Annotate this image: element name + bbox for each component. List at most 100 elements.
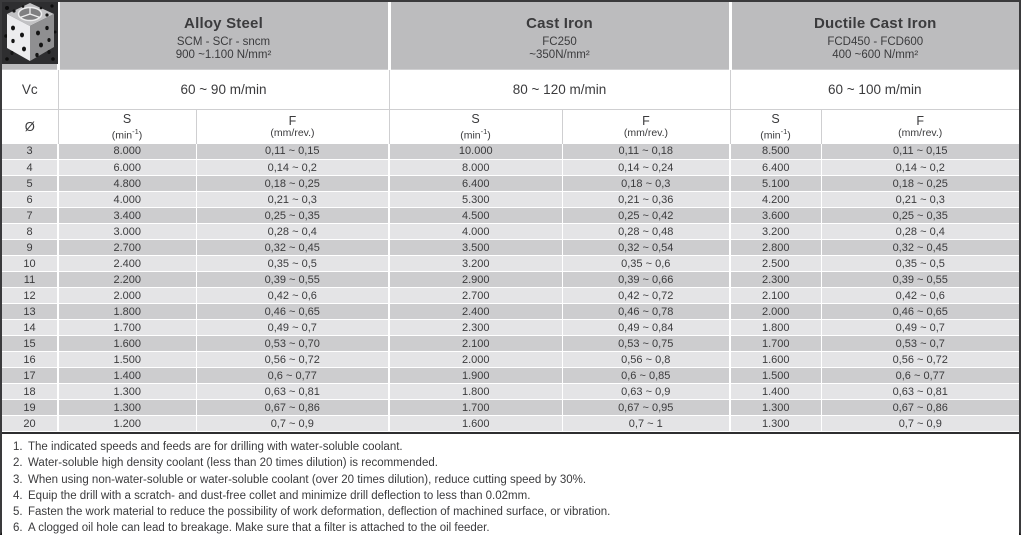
footnote-number: 5.: [13, 506, 23, 519]
value-cell: 0,63 ~ 0,9: [562, 383, 731, 400]
value-cell: 0,6 ~ 0,77: [196, 367, 390, 384]
value-cell: 1.400: [730, 383, 822, 400]
footnote-item: 6. A clogged oil hole can lead to breakag…: [8, 520, 1011, 536]
f-column-header: F (mm/rev.): [821, 109, 1019, 144]
value-cell: 8.500: [730, 143, 822, 160]
value-cell: 3.500: [389, 239, 563, 256]
value-cell: 0,32 ~ 0,54: [562, 239, 731, 256]
table-row: 14 1.700 0,49 ~ 0,7 2.300 0,49 ~ 0,84 1.800 0,…: [2, 319, 1019, 336]
value-cell: 1.800: [730, 319, 822, 336]
footnote-item: 1. The indicated speeds and feeds are for…: [8, 439, 1011, 455]
value-cell: 0,67 ~ 0,95: [562, 399, 731, 416]
value-cell: 10.000: [389, 143, 563, 160]
value-cell: 0,14 ~ 0,2: [821, 159, 1019, 176]
s-column-header: S (min-1): [389, 109, 563, 144]
table-row: 13 1.800 0,46 ~ 0,65 2.400 0,46 ~ 0,78 2.000 0…: [2, 303, 1019, 320]
diameter-cell: 8: [2, 223, 59, 240]
value-cell: 0,56 ~ 0,8: [562, 351, 731, 368]
value-cell: 0,14 ~ 0,24: [562, 159, 731, 176]
value-cell: 0,28 ~ 0,4: [821, 223, 1019, 240]
table-row: 18 1.300 0,63 ~ 0,81 1.800 0,63 ~ 0,9 1.400 0,…: [2, 383, 1019, 400]
diameter-cell: 9: [2, 239, 59, 256]
value-cell: 0,11 ~ 0,18: [562, 143, 731, 160]
table-row: 17 1.400 0,6 ~ 0,77 1.900 0,6 ~ 0,85 1.500 0,6…: [2, 367, 1019, 384]
value-cell: 0,18 ~ 0,25: [196, 175, 390, 192]
value-cell: 8.000: [58, 143, 197, 160]
value-cell: 2.200: [58, 271, 197, 288]
value-cell: 0,35 ~ 0,5: [821, 255, 1019, 272]
material-header-row: Alloy Steel SCM - SCr - sncm 900 ~1.100 …: [2, 2, 1019, 70]
value-cell: 0,7 ~ 1: [562, 415, 731, 432]
value-cell: 0,6 ~ 0,85: [562, 367, 731, 384]
value-cell: 1.500: [730, 367, 822, 384]
value-cell: 2.400: [58, 255, 197, 272]
value-cell: 0,53 ~ 0,75: [562, 335, 731, 352]
material-header-ductile-cast-iron: Ductile Cast Iron FCD450 - FCD600 400 ~6…: [730, 2, 1019, 70]
diameter-cell: 19: [2, 399, 59, 416]
s-column-header: S (min-1): [58, 109, 197, 144]
footnote-item: 3. When using non-water-soluble or water-…: [8, 472, 1011, 488]
table-row: 15 1.600 0,53 ~ 0,70 2.100 0,53 ~ 0,75 1.700 0…: [2, 335, 1019, 352]
footnote-number: 1.: [13, 441, 23, 453]
value-cell: 0,7 ~ 0,9: [821, 415, 1019, 432]
value-cell: 3.200: [730, 223, 822, 240]
value-cell: 0,56 ~ 0,72: [196, 351, 390, 368]
value-cell: 0,18 ~ 0,25: [821, 175, 1019, 192]
value-cell: 2.100: [389, 335, 563, 352]
table-row: 10 2.400 0,35 ~ 0,5 3.200 0,35 ~ 0,6 2.500 0,3…: [2, 255, 1019, 272]
value-cell: 0,11 ~ 0,15: [196, 143, 390, 160]
value-cell: 2.300: [730, 271, 822, 288]
value-cell: 0,35 ~ 0,6: [562, 255, 731, 272]
material-name: Cast Iron: [526, 14, 593, 32]
value-cell: 0,63 ~ 0,81: [196, 383, 390, 400]
footnote-number: 2.: [13, 457, 23, 470]
material-spec: SCM - SCr - sncm 900 ~1.100 N/mm²: [175, 35, 272, 61]
value-cell: 0,42 ~ 0,6: [196, 287, 390, 304]
value-cell: 1.800: [58, 303, 197, 320]
value-cell: 0,42 ~ 0,72: [562, 287, 731, 304]
diameter-cell: 10: [2, 255, 59, 272]
diameter-cell: 13: [2, 303, 59, 320]
diameter-cell: 5: [2, 175, 59, 192]
value-cell: 2.300: [389, 319, 563, 336]
vc-label: Vc: [2, 69, 59, 110]
notes-list: 1. The indicated speeds and feeds are for…: [8, 439, 1011, 537]
table-row: 12 2.000 0,42 ~ 0,6 2.700 0,42 ~ 0,72 2.100 0,…: [2, 287, 1019, 304]
value-cell: 3.000: [58, 223, 197, 240]
value-cell: 0,21 ~ 0,36: [562, 191, 731, 208]
value-cell: 4.000: [58, 191, 197, 208]
value-cell: 0,21 ~ 0,3: [821, 191, 1019, 208]
diameter-cell: 16: [2, 351, 59, 368]
value-cell: 1.900: [389, 367, 563, 384]
value-cell: 0,63 ~ 0,81: [821, 383, 1019, 400]
footnote-item: 2. Water-soluble high density coolant (le…: [8, 455, 1011, 471]
column-header-row: Ø S (min-1) F (mm/rev.) S (min-1) F (mm/…: [2, 109, 1019, 144]
footnote-text: Water-soluble high density coolant (less…: [28, 457, 438, 470]
material-spec: FC250 ~350N/mm²: [529, 35, 590, 61]
value-cell: 0,28 ~ 0,48: [562, 223, 731, 240]
footnote-number: 4.: [13, 489, 23, 502]
value-cell: 1.700: [58, 319, 197, 336]
value-cell: 3.600: [730, 207, 822, 224]
value-cell: 4.000: [389, 223, 563, 240]
footnote-text: Fasten the work material to reduce the p…: [28, 506, 611, 519]
value-cell: 0,6 ~ 0,77: [821, 367, 1019, 384]
diameter-cell: 18: [2, 383, 59, 400]
value-cell: 5.300: [389, 191, 563, 208]
value-cell: 2.500: [730, 255, 822, 272]
value-cell: 1.500: [58, 351, 197, 368]
footnotes: 1. The indicated speeds and feeds are for…: [2, 432, 1019, 536]
footnote-number: 6.: [13, 522, 23, 535]
value-cell: 3.200: [389, 255, 563, 272]
diameter-cell: 6: [2, 191, 59, 208]
value-cell: 2.900: [389, 271, 563, 288]
f-column-header: F (mm/rev.): [562, 109, 731, 144]
product-image-cell: [2, 2, 60, 70]
diameter-cell: 12: [2, 287, 59, 304]
footnote-text: The indicated speeds and feeds are for d…: [28, 441, 403, 453]
diameter-cell: 15: [2, 335, 59, 352]
value-cell: 0,35 ~ 0,5: [196, 255, 390, 272]
value-cell: 2.000: [389, 351, 563, 368]
footnote-item: 4. Equip the drill with a scratch- and du…: [8, 488, 1011, 504]
